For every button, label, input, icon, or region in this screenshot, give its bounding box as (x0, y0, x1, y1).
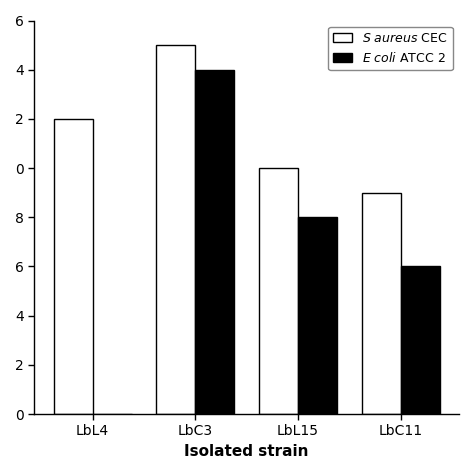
X-axis label: Isolated strain: Isolated strain (184, 444, 309, 459)
Bar (195, 70, 234, 414)
Bar (298, 217, 337, 414)
Bar (259, 168, 298, 414)
Bar (54, 119, 92, 414)
Bar (362, 192, 401, 414)
Bar (401, 266, 440, 414)
Legend: $\it{S\ aureus}$ CEC, $\it{E\ coli}$ ATCC 2: $\it{S\ aureus}$ CEC, $\it{E\ coli}$ ATC… (328, 27, 453, 70)
Bar (156, 45, 195, 414)
